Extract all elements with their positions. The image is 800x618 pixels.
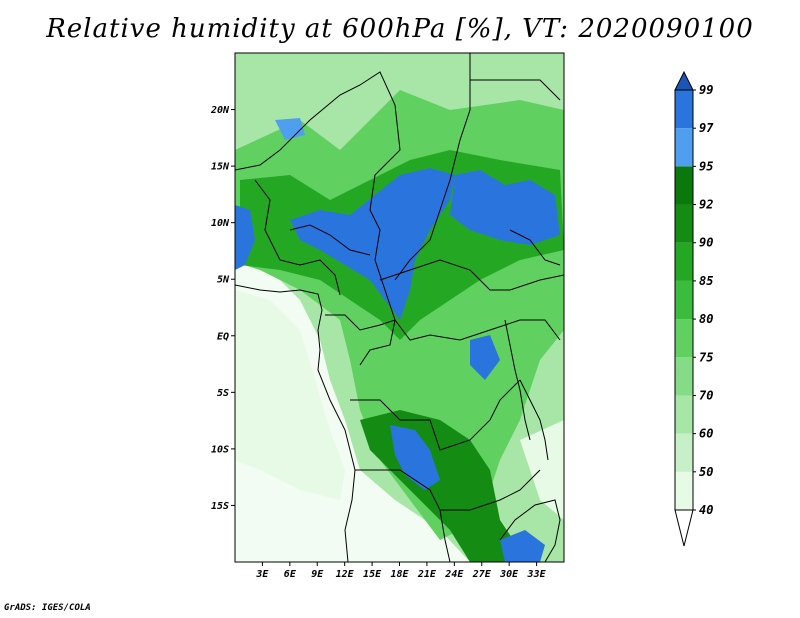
lat-tick-label: 15N	[211, 162, 230, 173]
colorbar-label: 97	[699, 121, 714, 135]
lat-tick-label: 10N	[211, 218, 230, 229]
border-nigeria	[289, 224, 371, 256]
map-title: Relative humidity at 600hPa [%], VT: 202…	[46, 14, 754, 44]
lon-tick-label: 24E	[444, 569, 464, 580]
colorbar-label: 85	[699, 274, 713, 288]
colorbar-label: 70	[699, 388, 713, 402]
lon-tick-label: 18E	[390, 569, 409, 580]
credit-label: GrADS: IGES/COLA	[4, 603, 91, 613]
lon-tick-label: 15E	[363, 569, 382, 580]
border-gabon	[325, 314, 396, 366]
lat-tick-label: 10S	[211, 444, 229, 455]
colorbar-label: 92	[699, 198, 713, 212]
coast-east	[519, 379, 549, 461]
colorbar-swatch	[675, 166, 693, 205]
lon-tick-label: 21E	[417, 569, 437, 580]
humidity-field	[235, 53, 564, 562]
colorbar-label: 80	[699, 312, 713, 326]
rh-zone-97-east	[450, 170, 560, 245]
colorbar-swatch	[675, 395, 693, 434]
colorbar-label: 75	[699, 350, 713, 364]
lon-tick-label: 33E	[527, 569, 547, 580]
border-north	[235, 71, 401, 321]
rh-zone-97-lakes	[470, 335, 500, 380]
colorbar-label: 99	[699, 83, 713, 97]
colorbar-top-arrow	[674, 70, 694, 91]
colorbar-swatch	[675, 433, 693, 472]
lat-tick-label: 5S	[217, 388, 229, 399]
rh-zone-97-congo	[390, 425, 440, 490]
rh-zone-dry-south	[520, 420, 564, 520]
lon-tick-label: 6E	[284, 569, 297, 580]
lat-tick-label: 20N	[210, 105, 230, 116]
colorbar-swatch	[675, 471, 693, 510]
border-ethiopia	[509, 229, 561, 266]
lat-tick-label: 5N	[217, 275, 230, 286]
longitude-axis: 3E 6E 9E 12E 15E 18E 21E 24E 27E 30E 33E	[255, 562, 547, 580]
colorbar-swatch	[675, 319, 693, 358]
border-congo	[394, 319, 561, 341]
rh-zone-97-sahel	[290, 168, 455, 320]
colorbar-label: 50	[699, 465, 713, 479]
lon-tick-label: 12E	[336, 569, 355, 580]
colorbar-swatch	[675, 280, 693, 320]
colorbar-label: 40	[699, 503, 713, 517]
border-west-states	[254, 179, 341, 296]
colorbar-bottom-arrow	[674, 509, 694, 547]
lon-tick-label: 30E	[499, 569, 519, 580]
border-angola	[355, 469, 451, 562]
border-drc-south	[350, 379, 521, 451]
colorbar-label: 95	[699, 159, 713, 173]
border-mozambique	[499, 499, 561, 562]
country-borders	[235, 53, 564, 562]
colorbar: 40 50 60 70 75 80 85 90 92 95 97 99	[674, 70, 714, 547]
rh-zone-dry-ocean	[235, 290, 345, 500]
border-chad-sudan	[394, 53, 471, 281]
colorbar-swatch	[675, 242, 693, 281]
rh-zone-97-north	[275, 118, 305, 140]
colorbar-swatch	[675, 128, 693, 167]
lat-tick-label: 15S	[211, 501, 229, 512]
lat-tick-label: EQ	[217, 331, 229, 342]
lon-tick-label: 9E	[311, 569, 324, 580]
rh-zone-97-southeast	[500, 530, 545, 562]
coastline-west-africa	[235, 284, 356, 562]
colorbar-label: 90	[699, 236, 713, 250]
lon-tick-label: 27E	[472, 569, 492, 580]
latitude-axis: 20N 15N 10N 5N EQ 5S 10S 15S	[210, 105, 235, 512]
colorbar-swatch	[675, 90, 693, 129]
colorbar-swatch	[675, 357, 693, 396]
lon-tick-label: 3E	[255, 569, 269, 580]
border-car	[379, 259, 564, 291]
rh-zone-97-west	[235, 205, 255, 270]
border-sudan-east	[470, 79, 561, 101]
colorbar-swatch	[675, 204, 693, 243]
border-zambia	[440, 469, 541, 511]
border-east-lakes	[504, 319, 531, 441]
colorbar-label: 60	[699, 427, 713, 441]
